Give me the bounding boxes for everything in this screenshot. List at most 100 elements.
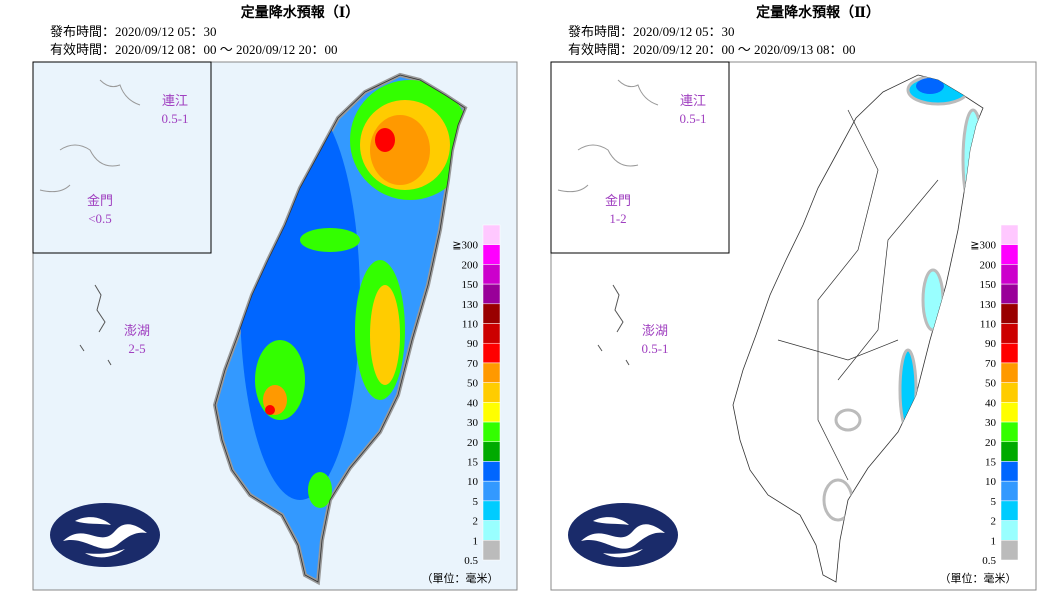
legend-label: 130	[462, 299, 479, 311]
legend-label: ≧300	[970, 240, 996, 252]
legend-swatch	[482, 264, 501, 285]
legend-swatch	[1000, 362, 1019, 383]
legend-label: 1	[473, 535, 479, 547]
island-name: 連江	[162, 93, 188, 108]
legend-swatch	[482, 421, 501, 443]
legend-label: 10	[985, 476, 997, 488]
island-name: 澎湖	[642, 323, 668, 338]
island-amount: 0.5-1	[161, 111, 188, 126]
island-name: 金門	[605, 193, 631, 208]
legend-label: 30	[467, 417, 479, 429]
cwb-logo	[50, 503, 160, 567]
legend-swatch	[482, 303, 501, 324]
legend-swatch	[1000, 402, 1019, 423]
legend-label: 5	[473, 496, 479, 508]
legend-unit: （單位：毫米）	[422, 571, 499, 585]
legend-label: 15	[467, 456, 479, 468]
legend-label: 50	[467, 378, 479, 390]
legend-label: 150	[462, 279, 479, 291]
island-amount: 0.5-1	[641, 341, 668, 356]
legend-label: 90	[985, 338, 997, 350]
panel-title: 定量降水預報（Ⅰ）	[241, 4, 360, 21]
legend-label: 10	[467, 476, 479, 488]
issue-time: 發布時間：2020/09/12 05：30	[568, 24, 734, 39]
legend-label: 90	[467, 338, 479, 350]
legend-label: 50	[985, 378, 997, 390]
legend-swatch	[1000, 224, 1019, 245]
issue-time: 發布時間：2020/09/12 05：30	[50, 24, 216, 39]
legend-swatch	[482, 323, 501, 344]
inset-coast	[557, 79, 659, 193]
legend-swatch	[482, 224, 501, 245]
valid-time: 有效時間：2020/09/12 20：00 ～ 2020/09/13 08：00	[568, 42, 855, 57]
legend-label: 1	[991, 535, 997, 547]
legend-swatch	[482, 540, 501, 561]
legend-label: 110	[980, 319, 997, 331]
legend-swatch	[1000, 283, 1019, 305]
legend-label: 40	[467, 397, 479, 409]
legend-label: 2	[473, 516, 479, 528]
legend-label: 70	[467, 358, 479, 370]
panel-2-map	[550, 61, 1037, 591]
legend-swatch	[482, 283, 501, 305]
legend-swatch	[482, 441, 501, 462]
legend-swatch	[1000, 461, 1019, 482]
island-name: 連江	[680, 93, 706, 108]
legend-swatch	[482, 461, 501, 482]
inset-frame	[550, 61, 730, 254]
legend-swatch	[1000, 323, 1019, 344]
legend-label: 2	[991, 516, 997, 528]
legend-label: 150	[980, 279, 997, 291]
legend-label: 20	[467, 437, 479, 449]
legend-label: 20	[985, 437, 997, 449]
legend-label: 30	[985, 417, 997, 429]
legend-swatch	[482, 244, 501, 265]
island-amount: <0.5	[88, 211, 112, 226]
legend-swatch	[482, 342, 501, 364]
legend-swatch	[482, 362, 501, 383]
legend-label: 40	[985, 397, 997, 409]
legend-swatch	[482, 382, 501, 403]
county-borders	[777, 109, 939, 481]
legend-label: ≧300	[452, 240, 478, 252]
island-name: 金門	[87, 193, 113, 208]
legend-swatch	[1000, 244, 1019, 265]
inset-coast	[39, 79, 141, 193]
legend-swatch	[1000, 382, 1019, 403]
legend-label: 15	[985, 456, 997, 468]
legend-label: 0.5	[464, 555, 478, 567]
island-amount: 2-5	[128, 341, 145, 356]
legend-swatch	[1000, 520, 1019, 541]
island-amount: 1-2	[609, 211, 626, 226]
legend-unit: （單位：毫米）	[940, 571, 1017, 585]
legend-label: 200	[980, 259, 997, 271]
rain-pattern	[240, 80, 465, 508]
legend-label: 130	[980, 299, 997, 311]
legend-swatch	[482, 500, 501, 521]
legend-swatch	[1000, 540, 1019, 561]
legend-label: 70	[985, 358, 997, 370]
legend-label: 5	[991, 496, 997, 508]
legend-swatch	[482, 480, 501, 502]
legend-label: 0.5	[982, 555, 996, 567]
inset-frame	[32, 61, 212, 254]
island-name: 澎湖	[124, 323, 150, 338]
legend-swatch	[1000, 303, 1019, 324]
panel-1-map	[32, 61, 518, 591]
panel-title: 定量降水預報（Ⅱ）	[756, 4, 880, 21]
cwb-logo	[568, 503, 678, 567]
legend-swatch	[482, 402, 501, 423]
legend-swatch	[1000, 480, 1019, 502]
penghu-island	[79, 284, 112, 366]
legend-swatch	[1000, 441, 1019, 462]
penghu-island	[597, 284, 630, 366]
legend-swatch	[1000, 421, 1019, 443]
legend-swatch	[1000, 500, 1019, 521]
valid-time: 有效時間：2020/09/12 08：00 ～ 2020/09/12 20：00	[50, 42, 337, 57]
legend-swatch	[1000, 264, 1019, 285]
legend-label: 200	[462, 259, 479, 271]
island-amount: 0.5-1	[679, 111, 706, 126]
legend-swatch	[1000, 342, 1019, 364]
legend-swatch	[482, 520, 501, 541]
